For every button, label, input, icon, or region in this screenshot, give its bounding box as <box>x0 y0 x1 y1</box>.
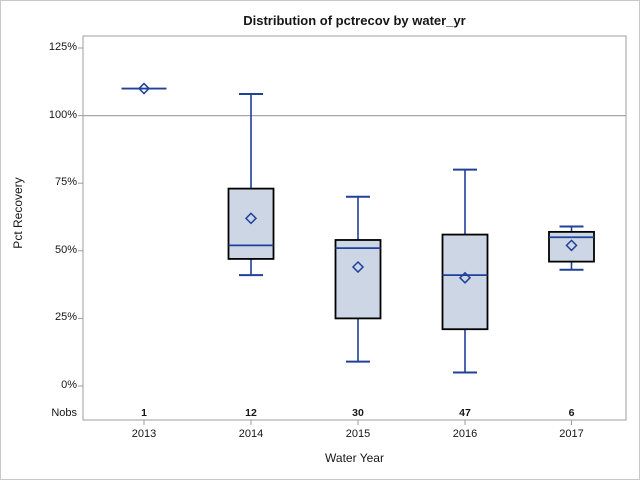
y-tick-label-50: 50% <box>54 243 77 256</box>
iqr-box-2017 <box>548 230 595 263</box>
x-axis-title: Water Year <box>325 451 384 465</box>
nobs-value-2015: 30 <box>352 407 364 419</box>
mean-diamond-marker-2013 <box>137 82 151 95</box>
nobs-value-2013: 1 <box>141 407 147 419</box>
x-tick-label-2013: 2013 <box>131 428 157 440</box>
mean-diamond-marker-2014 <box>244 212 258 225</box>
y-axis-title: Pct Recovery <box>11 177 25 249</box>
chart-title: Distribution of pctrecov by water_yr <box>243 13 466 28</box>
y-tick-label-100: 100% <box>48 108 77 121</box>
y-tick-label-125: 125% <box>48 41 77 53</box>
nobs-value-2014: 12 <box>245 407 257 419</box>
y-tick-label-75: 75% <box>54 176 77 189</box>
nobs-value-2016: 47 <box>459 407 471 419</box>
mean-diamond-marker-2015 <box>351 260 365 274</box>
x-tick-label-2017: 2017 <box>559 428 584 440</box>
y-tick-label-0: 0% <box>61 379 77 391</box>
x-tick-label-2014: 2014 <box>238 428 264 440</box>
iqr-box-2015 <box>334 239 382 320</box>
mean-diamond-marker-2017 <box>565 239 578 252</box>
x-tick-label-2015: 2015 <box>345 428 371 440</box>
plot-frame <box>82 35 627 421</box>
nobs-label: Nobs <box>51 407 77 419</box>
x-tick-label-2016: 2016 <box>452 428 478 440</box>
mean-diamond-marker-2016 <box>458 271 472 284</box>
y-tick-label-25: 25% <box>54 311 77 324</box>
nobs-value-2017: 6 <box>568 407 575 419</box>
